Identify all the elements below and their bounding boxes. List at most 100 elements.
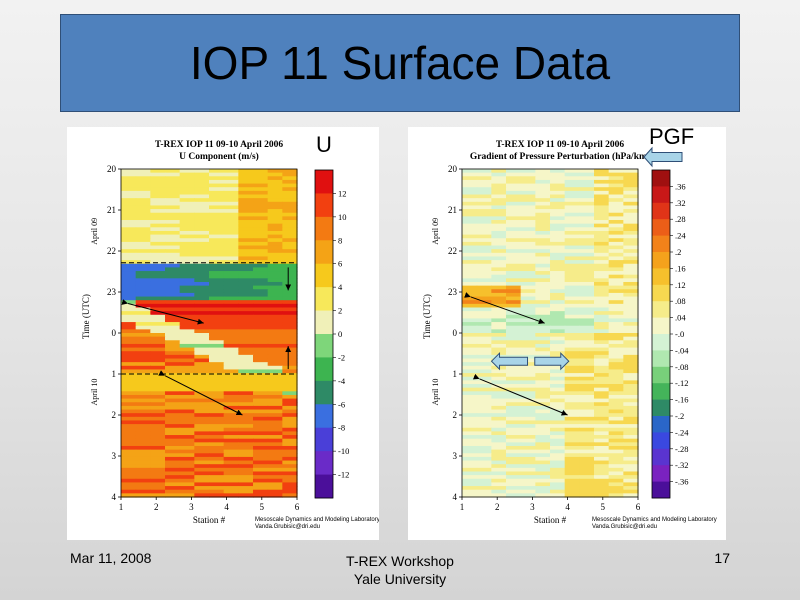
heatmap-cell (520, 220, 536, 225)
y-tick-label: 3 (112, 451, 117, 461)
heatmap-cell (608, 413, 624, 418)
colorbar-swatch (315, 263, 333, 288)
heatmap-cell (209, 220, 225, 225)
heatmap-cell (594, 369, 610, 374)
heatmap-cell (150, 252, 166, 258)
heatmap-cell (253, 296, 269, 301)
heatmap-cell (165, 249, 181, 254)
heatmap-cell (506, 172, 522, 177)
heatmap-cell (564, 172, 580, 177)
heatmap-cell (579, 365, 595, 371)
heatmap-cell (253, 318, 269, 323)
heatmap-cell (267, 212, 283, 217)
heatmap-cell (520, 438, 536, 443)
heatmap-cell (121, 209, 137, 214)
heatmap-cell (165, 230, 181, 236)
heatmap-cell (282, 460, 298, 465)
heatmap-cell (209, 405, 225, 411)
heatmap-cell (476, 289, 492, 294)
heatmap-cell (506, 271, 522, 276)
heatmap-cell (267, 343, 283, 349)
heatmap-cell (282, 365, 298, 371)
heatmap-cell (520, 325, 536, 330)
heatmap-cell (135, 435, 151, 440)
heatmap-cell (165, 223, 181, 228)
heatmap-cell (179, 209, 195, 214)
heatmap-cell (253, 329, 269, 334)
heatmap-cell (121, 384, 137, 389)
heatmap-cell (179, 263, 195, 268)
heatmap-cell (623, 475, 639, 480)
heatmap-cell (476, 241, 492, 247)
heatmap-cell (121, 394, 137, 400)
heatmap-cell (179, 398, 195, 403)
heatmap-cell (579, 438, 595, 443)
heatmap-cell (121, 172, 137, 177)
heatmap-cell (476, 486, 492, 491)
heatmap-cell (194, 464, 210, 469)
heatmap-cell (253, 347, 269, 352)
heatmap-cell (165, 340, 181, 345)
heatmap-cell (194, 300, 210, 305)
heatmap-cell (564, 318, 580, 323)
heatmap-cell (165, 343, 181, 349)
heatmap-cell (608, 296, 624, 301)
heatmap-cell (267, 271, 283, 276)
heatmap-cell (253, 234, 269, 239)
heatmap-cell (223, 402, 239, 407)
heatmap-cell (253, 292, 269, 298)
colorbar-swatch (315, 334, 333, 358)
heatmap-cell (608, 187, 624, 192)
heatmap-cell (506, 300, 522, 305)
heatmap-cell (253, 453, 269, 458)
heatmap-cell (550, 205, 566, 210)
heatmap-cell (623, 307, 639, 312)
heatmap-cell (476, 398, 492, 403)
heatmap-cell (476, 449, 492, 454)
heatmap-cell (150, 347, 166, 352)
heatmap-cell (623, 449, 639, 454)
heatmap-cell (579, 482, 595, 487)
heatmap-cell (267, 311, 283, 316)
heatmap-cell (623, 325, 639, 330)
heatmap-cell (253, 249, 269, 254)
heatmap-cell (135, 209, 151, 214)
heatmap-cell (179, 285, 195, 290)
heatmap-cell (476, 314, 492, 320)
heatmap-cell (535, 285, 551, 290)
heatmap-cell (506, 238, 522, 243)
heatmap-cell (491, 391, 507, 396)
heatmap-cell (165, 398, 181, 403)
heatmap-cell (564, 482, 580, 487)
heatmap-cell (223, 209, 239, 214)
heatmap-cell (179, 245, 195, 250)
heatmap-cell (179, 405, 195, 411)
heatmap-cell (253, 289, 269, 294)
heatmap-cell (282, 292, 298, 298)
heatmap-cell (223, 179, 239, 185)
heatmap-cell (462, 307, 478, 312)
heatmap-cell (608, 358, 624, 363)
heatmap-cell (282, 362, 298, 367)
heatmap-cell (194, 453, 210, 458)
heatmap-cell (623, 413, 639, 418)
heatmap-cell (535, 303, 551, 309)
heatmap-cell (121, 176, 137, 181)
heatmap-cell (223, 460, 239, 465)
heatmap-cell (623, 205, 639, 210)
heatmap-cell (520, 373, 536, 378)
heatmap-cell (462, 198, 478, 203)
heatmap-cell (194, 285, 210, 290)
heatmap-cell (165, 281, 181, 287)
heatmap-cell (282, 205, 298, 210)
heatmap-cell (194, 336, 210, 341)
heatmap-cell (223, 394, 239, 400)
heatmap-cell (520, 201, 536, 207)
heatmap-cell (462, 424, 478, 429)
heatmap-cell (223, 333, 239, 338)
heatmap-cell (550, 453, 566, 458)
heatmap-cell (506, 373, 522, 378)
heatmap-cell (238, 169, 254, 174)
heatmap-cell (194, 445, 210, 451)
heatmap-cell (179, 464, 195, 469)
